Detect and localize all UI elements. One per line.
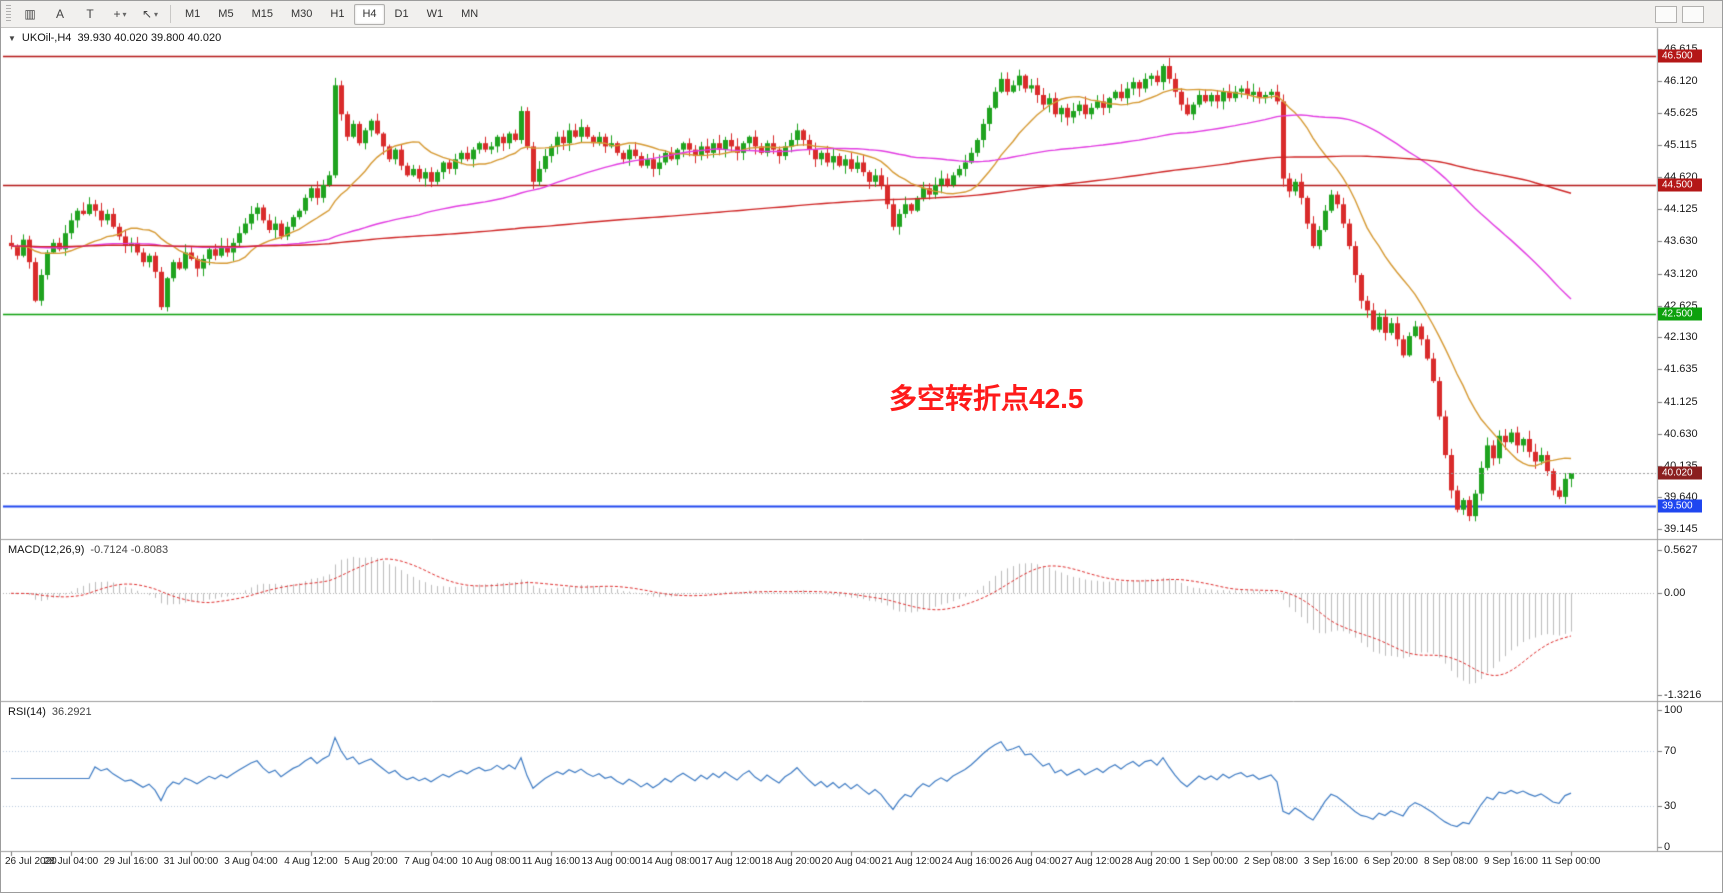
timeframe-w1[interactable]: W1 [426,8,444,20]
collapse-caret-icon[interactable]: ▼ [8,33,16,43]
macd-pane-title: MACD(12,26,9) -0.7124 -0.8083 [8,544,168,556]
charts-grid-icon[interactable]: ▥ [15,3,45,25]
toolbar-box-2[interactable] [1682,5,1704,23]
chevron-down-icon: ▾ [122,9,127,19]
toolbar-tools: ▥ A T + ▾ ↖ ▾ [15,3,165,25]
toolbar-drag-handle[interactable] [6,5,11,23]
text-tool-icon: T [86,7,94,21]
charts-grid-icon: ▥ [24,7,36,21]
rsi-pane-title: RSI(14) 36.2921 [8,706,92,718]
toolbar: ▥ A T + ▾ ↖ ▾ M1 M5 M15 M30 H1 H4 D1 W1 MN [1,1,1722,28]
draw-arrow-tool-icon[interactable]: ↖ ▾ [135,3,165,25]
timeframe-m30[interactable]: M30 [290,8,313,20]
macd-indicator-label: MACD(12,26,9) [8,544,85,556]
crosshair-tool-icon[interactable]: + ▾ [105,3,135,25]
text-tool-icon[interactable]: T [75,3,105,25]
timeframe-h4[interactable]: H4 [354,3,385,25]
cursor-tool-icon: A [55,7,64,21]
timeframe-buttons: M1 M5 M15 M30 H1 H4 D1 W1 MN [176,3,487,25]
timeframe-m5[interactable]: M5 [218,8,234,20]
toolbar-box-1[interactable] [1655,5,1677,23]
rsi-indicator-label: RSI(14) [8,706,46,718]
timeframe-m1[interactable]: M1 [185,8,201,20]
timeframe-mn[interactable]: MN [461,8,479,20]
chevron-down-icon: ▾ [154,9,159,19]
toolbar-separator [170,5,171,23]
chart-title: ▼ UKOil-,H4 39.930 40.020 39.800 40.020 [8,32,221,44]
symbol-timeframe-label: UKOil-,H4 [21,32,72,44]
rsi-value: 36.2921 [51,706,92,718]
crosshair-tool-icon: + [113,7,121,21]
timeframe-h1[interactable]: H1 [330,8,345,20]
timeframe-m15[interactable]: M15 [251,8,273,20]
timeframe-d1[interactable]: D1 [394,8,409,20]
macd-values: -0.7124 -0.8083 [90,544,169,556]
ohlc-values: 39.930 40.020 39.800 40.020 [77,32,222,44]
cursor-tool-icon[interactable]: A [45,3,75,25]
draw-arrow-tool-icon: ↖ [141,7,153,21]
chart-annotation: 多空转折点42.5 [889,383,1084,414]
